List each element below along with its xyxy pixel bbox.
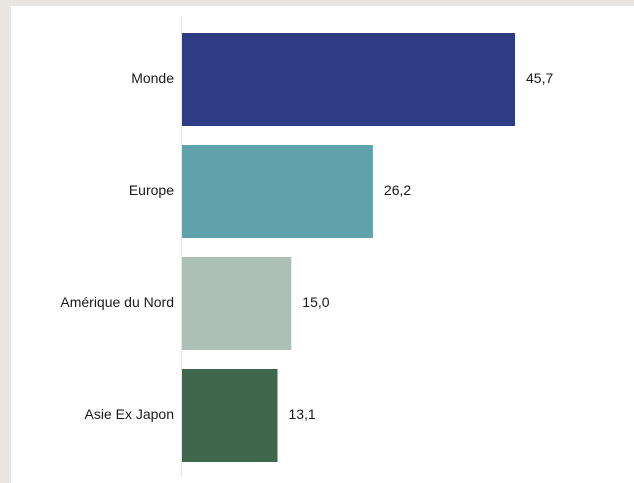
category-label-2: Europe <box>129 182 174 198</box>
value-label-1: 45,7 <box>526 70 553 86</box>
bar-1 <box>182 33 515 126</box>
value-label-4: 13,1 <box>288 406 315 422</box>
category-label-1: Monde <box>131 70 174 86</box>
bar-2 <box>182 145 373 238</box>
bar-3 <box>182 257 292 350</box>
value-label-3: 15,0 <box>302 294 329 310</box>
category-label-4: Asie Ex Japon <box>85 406 175 422</box>
bar-chart: Monde 45,7 Europe 26,2 Amérique du Nord 15,0 A… <box>60 16 553 476</box>
bar-4 <box>182 369 278 462</box>
value-label-2: 26,2 <box>384 182 411 198</box>
category-label-3: Amérique du Nord <box>60 294 174 310</box>
chart-panel: Monde 45,7 Europe 26,2 Amérique du Nord 15,0 A… <box>11 6 634 483</box>
bars-group: Monde 45,7 Europe 26,2 Amérique du Nord 15,0 A… <box>60 33 553 462</box>
